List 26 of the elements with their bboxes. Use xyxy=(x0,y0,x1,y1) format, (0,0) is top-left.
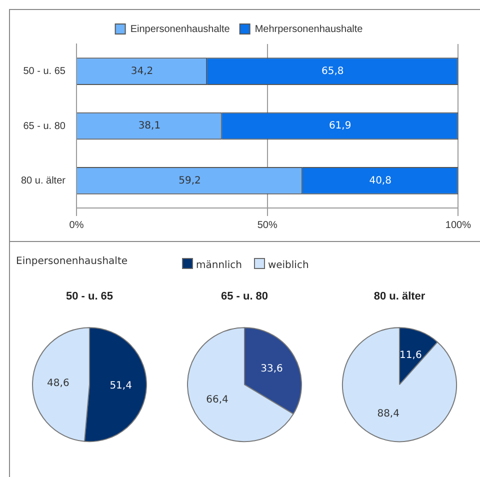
x-tick-label: 0% xyxy=(69,220,84,231)
data-label: 33,6 xyxy=(260,364,283,375)
y-tick-label: 65 - u. 80 xyxy=(23,120,66,132)
data-label: 48,6 xyxy=(47,378,70,389)
data-label: 59,2 xyxy=(178,175,201,186)
text: 50 - u. 65 xyxy=(66,290,114,303)
legend-label: Einpersonenhaushalte xyxy=(130,24,230,35)
x-tick-label: 100% xyxy=(445,220,472,231)
data-label: 51,4 xyxy=(110,380,132,392)
text: Einpersonenhaushalte xyxy=(16,256,128,267)
data-label: 38,1 xyxy=(138,120,161,132)
legend-label: Mehrpersonenhaushalte xyxy=(254,24,364,35)
y-tick-label: 50 - u. 65 xyxy=(23,66,66,78)
chart-title: 80 u. älter xyxy=(374,290,426,303)
data-label: 65,8 xyxy=(321,66,344,77)
chart-title: 65 - u. 80 xyxy=(220,290,268,303)
data-label: 40,8 xyxy=(369,175,392,186)
legend-label: männlich xyxy=(195,259,242,271)
data-label: 61,9 xyxy=(328,120,352,132)
data-label: 88,4 xyxy=(377,408,400,420)
data-label: 66,4 xyxy=(206,394,228,406)
legend-label: weiblich xyxy=(266,259,309,271)
x-tick-label: 50% xyxy=(257,220,278,231)
y-tick-label: 80 u. älter xyxy=(20,175,66,186)
data-label: 34,2 xyxy=(130,66,154,77)
data-label: 11,6 xyxy=(400,350,422,361)
